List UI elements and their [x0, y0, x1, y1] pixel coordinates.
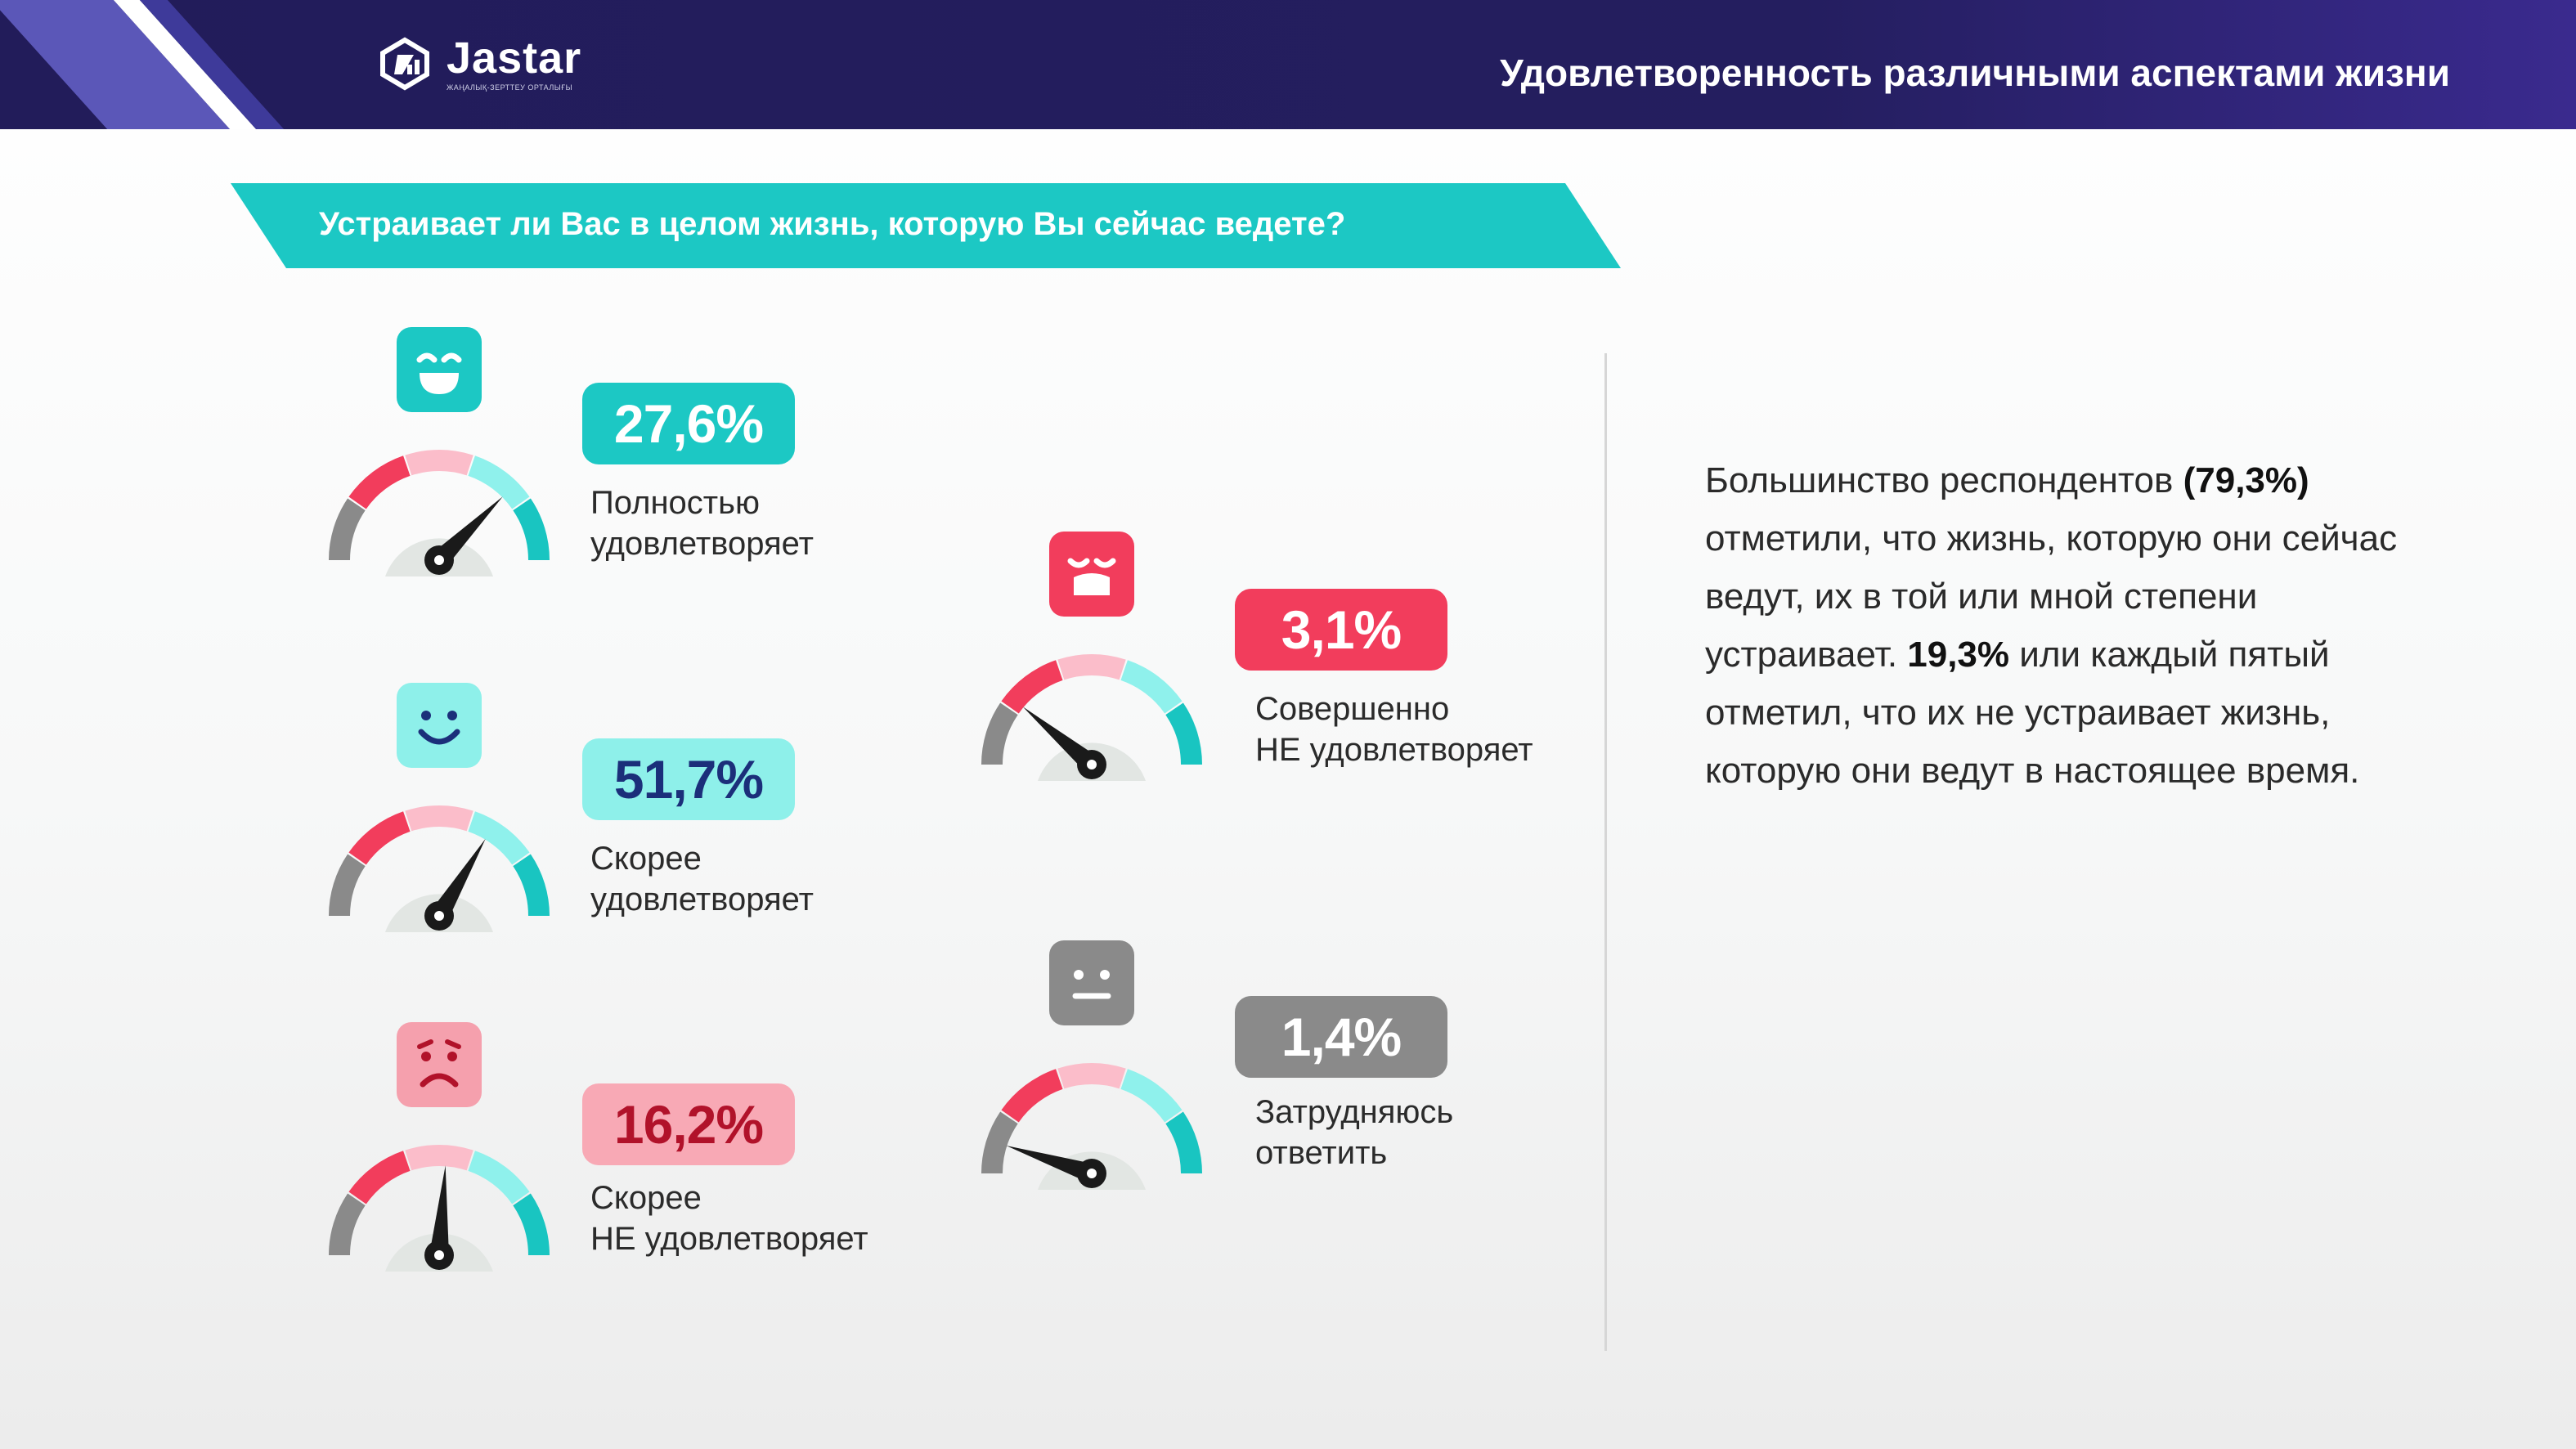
answer-label-line-1: Совершенно	[1255, 691, 1450, 727]
percentage-badge: 27,6%	[582, 383, 795, 464]
gauge-segment	[1165, 1111, 1202, 1174]
percentage-badge: 1,4%	[1235, 996, 1447, 1078]
summary-part-3: или каждый пятый отметил, что их не устр…	[1705, 635, 2360, 791]
gauge-segment	[513, 498, 550, 561]
satisfaction-gauge	[965, 642, 1218, 797]
gauge-segment	[1001, 1069, 1063, 1123]
answer-label-line-1: Затрудняюсь	[1255, 1094, 1454, 1130]
answer-label-line-2: удовлетворяет	[590, 526, 814, 562]
summary-bold-1: (79,3%)	[2183, 460, 2309, 500]
percentage-badge: 16,2%	[582, 1083, 795, 1165]
column-divider	[1604, 353, 1607, 1351]
answer-label: Полностью удовлетворяет	[590, 482, 814, 564]
answer-label-line-2: удовлетворяет	[590, 882, 814, 917]
smiling-face-icon	[397, 683, 482, 768]
answer-label-line-2: ответить	[1255, 1135, 1388, 1171]
gauge-segment	[329, 854, 366, 917]
answer-label: Скорее НЕ удовлетворяет	[590, 1178, 868, 1259]
answer-label-line-1: Скорее	[590, 1180, 702, 1216]
percentage-badge: 3,1%	[1235, 589, 1447, 671]
answer-item-not_at_all: 3,1% Совершенно НЕ удовлетворяет	[965, 532, 1586, 842]
gauge-segment	[1165, 702, 1202, 765]
gauge-segment	[329, 498, 366, 561]
summary-text: Большинство респондентов (79,3%) отметил…	[1705, 451, 2457, 800]
answer-label: Скорее удовлетворяет	[590, 838, 814, 920]
gauge-segment	[981, 1111, 1018, 1174]
question-banner: Устраивает ли Вас в целом жизнь, которую…	[231, 183, 1621, 268]
gauge-needle	[1006, 1146, 1095, 1183]
question-text: Устраивает ли Вас в целом жизнь, которую…	[319, 206, 1346, 242]
summary-part-2: отметили, что жизнь, которую они сейчас …	[1705, 518, 2398, 675]
gauge-segment	[329, 1193, 366, 1256]
percentage-badge: 51,7%	[582, 738, 795, 820]
answer-item-fully: 27,6% Полностью удовлетворяет	[312, 327, 934, 638]
answer-item-hard_to_say: 1,4% Затрудняюсь ответить	[965, 940, 1586, 1251]
gauge-segment	[1120, 1069, 1183, 1123]
gauge-segment	[513, 1193, 550, 1256]
gauge-segment	[468, 1151, 530, 1205]
neutral-face-icon	[1049, 940, 1134, 1025]
gauge-segment	[513, 854, 550, 917]
gauge-segment	[348, 455, 411, 509]
crying-face-icon	[1049, 532, 1134, 617]
gauge-segment	[981, 702, 1018, 765]
gauge-segment	[468, 455, 530, 509]
gauge-segment	[405, 805, 473, 832]
header-bar: Jastar ЖАҢАЛЫҚ-ЗЕРТТЕУ ОРТАЛЫҒЫ Удовлетв…	[0, 0, 2576, 129]
gauge-segment	[405, 450, 473, 476]
gauge-needle	[1022, 707, 1098, 773]
logo-icon	[380, 37, 429, 91]
laughing-face-icon	[397, 327, 482, 412]
gauge-needle	[430, 838, 486, 922]
answer-label: Совершенно НЕ удовлетворяет	[1255, 689, 1533, 770]
summary-part-1: Большинство респондентов	[1705, 460, 2183, 500]
answer-label-line-1: Скорее	[590, 841, 702, 877]
gauge-segment	[348, 811, 411, 865]
satisfaction-gauge	[312, 793, 566, 949]
satisfaction-gauge	[965, 1051, 1218, 1206]
logo: Jastar ЖАҢАЛЫҚ-ЗЕРТТЕУ ОРТАЛЫҒЫ	[378, 36, 581, 92]
answer-item-rather_yes: 51,7% Скорее удовлетворяет	[312, 683, 934, 994]
answer-label: Затрудняюсь ответить	[1255, 1092, 1453, 1173]
answer-label-line-1: Полностью	[590, 485, 760, 521]
frowning-face-icon	[397, 1022, 482, 1107]
gauge-segment	[1057, 1063, 1126, 1089]
answer-item-rather_no: 16,2% Скорее НЕ удовлетворяет	[312, 1022, 934, 1333]
gauge-segment	[1001, 660, 1063, 714]
summary-bold-2: 19,3%	[1907, 635, 2010, 675]
logo-tagline: ЖАҢАЛЫҚ-ЗЕРТТЕУ ОРТАЛЫҒЫ	[447, 83, 573, 92]
question-banner-background	[231, 183, 1621, 268]
gauge-segment	[1057, 654, 1126, 680]
answer-label-line-2: НЕ удовлетворяет	[1255, 732, 1533, 768]
logo-name: Jastar	[447, 34, 582, 83]
satisfaction-gauge	[312, 1133, 566, 1288]
gauge-segment	[1120, 660, 1183, 714]
page-title: Удовлетворенность различными аспектами ж…	[1500, 52, 2450, 94]
gauge-segment	[405, 1145, 473, 1171]
answer-label-line-2: НЕ удовлетворяет	[590, 1221, 868, 1257]
gauge-needle	[432, 496, 503, 567]
gauge-segment	[348, 1151, 411, 1205]
gauge-needle	[429, 1165, 449, 1256]
gauge-segment	[468, 811, 530, 865]
satisfaction-gauge	[312, 437, 566, 593]
